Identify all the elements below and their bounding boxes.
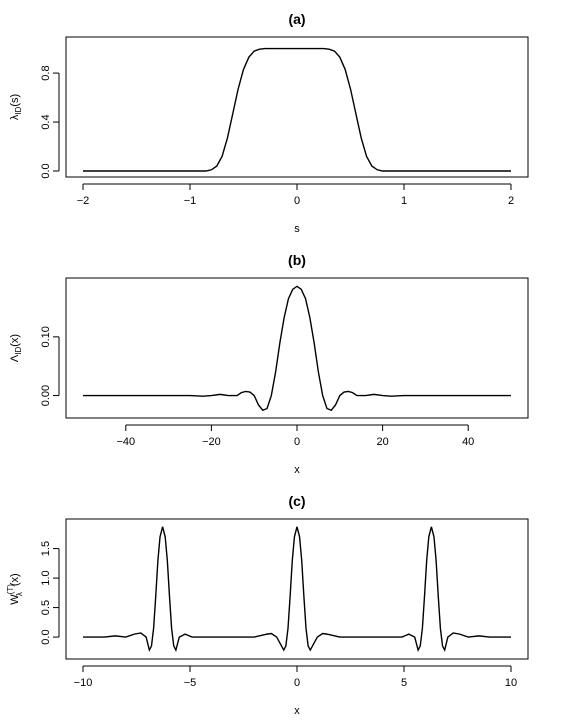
- panel-b-x-tick-label: 0: [294, 436, 300, 448]
- panel-b-y-tick-label: 0.10: [40, 326, 52, 347]
- panel-a-y-axis-label: λID(s): [9, 94, 23, 120]
- panel-c-plot-frame: [65, 518, 529, 660]
- panel-b-x-tick-label: −20: [202, 436, 221, 448]
- panel-b-plot-frame: [65, 277, 529, 419]
- panel-a-x-tick-label: 0: [294, 195, 300, 207]
- panel-c-y-label-sub: λ: [15, 592, 24, 596]
- panel-c-y-tick-label: 0.5: [40, 600, 52, 615]
- panel-b-title: (b): [288, 252, 306, 268]
- panel-a-y-label-main: λ: [9, 114, 21, 120]
- panel-c-title: (c): [288, 493, 305, 509]
- panel-b-x-tick-label: 40: [462, 436, 474, 448]
- panel-a-x-tick-label: −2: [77, 195, 90, 207]
- panel-b-y-axis: 0.00 0.10: [40, 326, 60, 406]
- panel-a-x-axis: −2 −1 0 1 2: [77, 183, 514, 207]
- panel-c-y-label-sup: (T): [6, 584, 15, 595]
- panel-a-x-tick-label: 2: [508, 195, 514, 207]
- panel-a-y-tick-label: 0.4: [40, 114, 52, 129]
- panel-c-y-tick-label: 1.5: [40, 541, 52, 556]
- panel-c-y-axis-label: W(T)λ (x): [6, 573, 24, 604]
- panel-a-plot-frame: [65, 36, 529, 178]
- panel-c-x-tick-label: −5: [184, 677, 197, 689]
- panel-a-y-tick-label: 0.8: [40, 65, 52, 80]
- panel-a-y-label-tail: (s): [9, 94, 21, 107]
- panel-c-x-tick-label: 5: [401, 677, 407, 689]
- panel-a-x-tick-label: 1: [401, 195, 407, 207]
- panel-a-y-axis: 0.0 0.4 0.8: [40, 65, 60, 179]
- panel-b-y-axis-label: ΛID(x): [9, 334, 23, 362]
- panel-a-title: (a): [288, 11, 305, 27]
- panel-c-x-tick-label: 0: [294, 677, 300, 689]
- panel-c-y-axis: 0.0 0.5 1.0 1.5: [40, 541, 60, 645]
- panel-c-y-label-tail: (x): [9, 573, 21, 586]
- panel-c-x-tick-label: −10: [74, 677, 93, 689]
- panel-b-y-label-tail: (x): [9, 334, 21, 347]
- panel-c-x-axis-label: x: [294, 705, 300, 717]
- panel-c-y-tick-label: 1.0: [40, 570, 52, 585]
- panel-a-y-tick-label: 0.0: [40, 163, 52, 178]
- panel-b: (b) x ΛID(x) −40 −20 0 20 40 0.00 0.10: [9, 252, 529, 476]
- panel-b-x-axis-label: x: [294, 464, 300, 476]
- panel-a-series-line: [83, 47, 511, 172]
- panel-a-x-tick-label: −1: [184, 195, 197, 207]
- panel-b-y-label-main: Λ: [9, 354, 21, 362]
- panel-b-x-tick-label: 20: [376, 436, 388, 448]
- panel-a-y-label-sub: ID: [14, 106, 23, 114]
- panel-b-y-label-sub: ID: [14, 347, 23, 355]
- panel-b-series-line: [83, 285, 511, 412]
- panel-c-y-tick-label: 0.0: [40, 629, 52, 644]
- panel-c-x-axis: −10 −5 0 5 10: [74, 665, 517, 689]
- panel-c-y-label-main: W: [9, 594, 21, 605]
- panel-b-y-tick-label: 0.00: [40, 385, 52, 406]
- panel-b-x-axis: −40 −20 0 20 40: [116, 424, 474, 448]
- panel-a: (a) s λID(s) −2 −1 0 1 2 0.0 0.4 0.8: [9, 11, 529, 235]
- panel-a-x-axis-label: s: [294, 223, 300, 235]
- panel-c-x-tick-label: 10: [505, 677, 517, 689]
- panel-c-series-line: [83, 526, 511, 653]
- panel-b-x-tick-label: −40: [116, 436, 135, 448]
- panel-c: (c) x W(T)λ (x) −10 −5 0 5 10 0.0 0.5 1.0 1.5: [6, 493, 529, 717]
